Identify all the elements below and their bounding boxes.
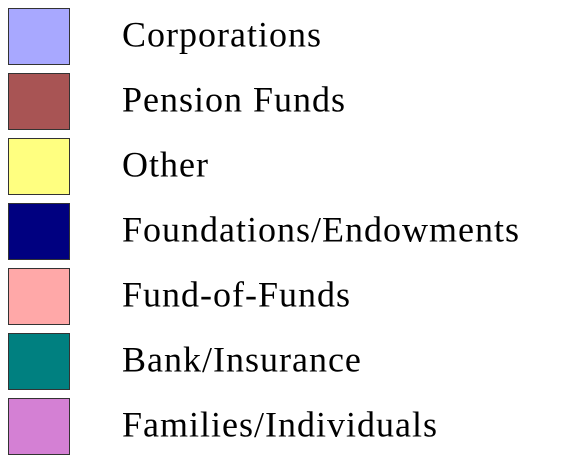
legend-label: Families/Individuals [122,404,438,444]
legend-label: Bank/Insurance [122,339,362,379]
legend-label: Corporations [122,14,322,54]
legend-swatch [8,268,70,325]
legend-label: Other [122,144,209,184]
legend-swatch [8,203,70,260]
legend-swatch [8,138,70,195]
legend-label: Fund-of-Funds [122,274,351,314]
legend-swatch [8,398,70,455]
legend-label: Pension Funds [122,79,346,119]
legend-label: Foundations/Endowments [122,209,520,249]
legend-swatch [8,73,70,130]
legend-swatch [8,8,70,65]
legend-swatch [8,333,70,390]
